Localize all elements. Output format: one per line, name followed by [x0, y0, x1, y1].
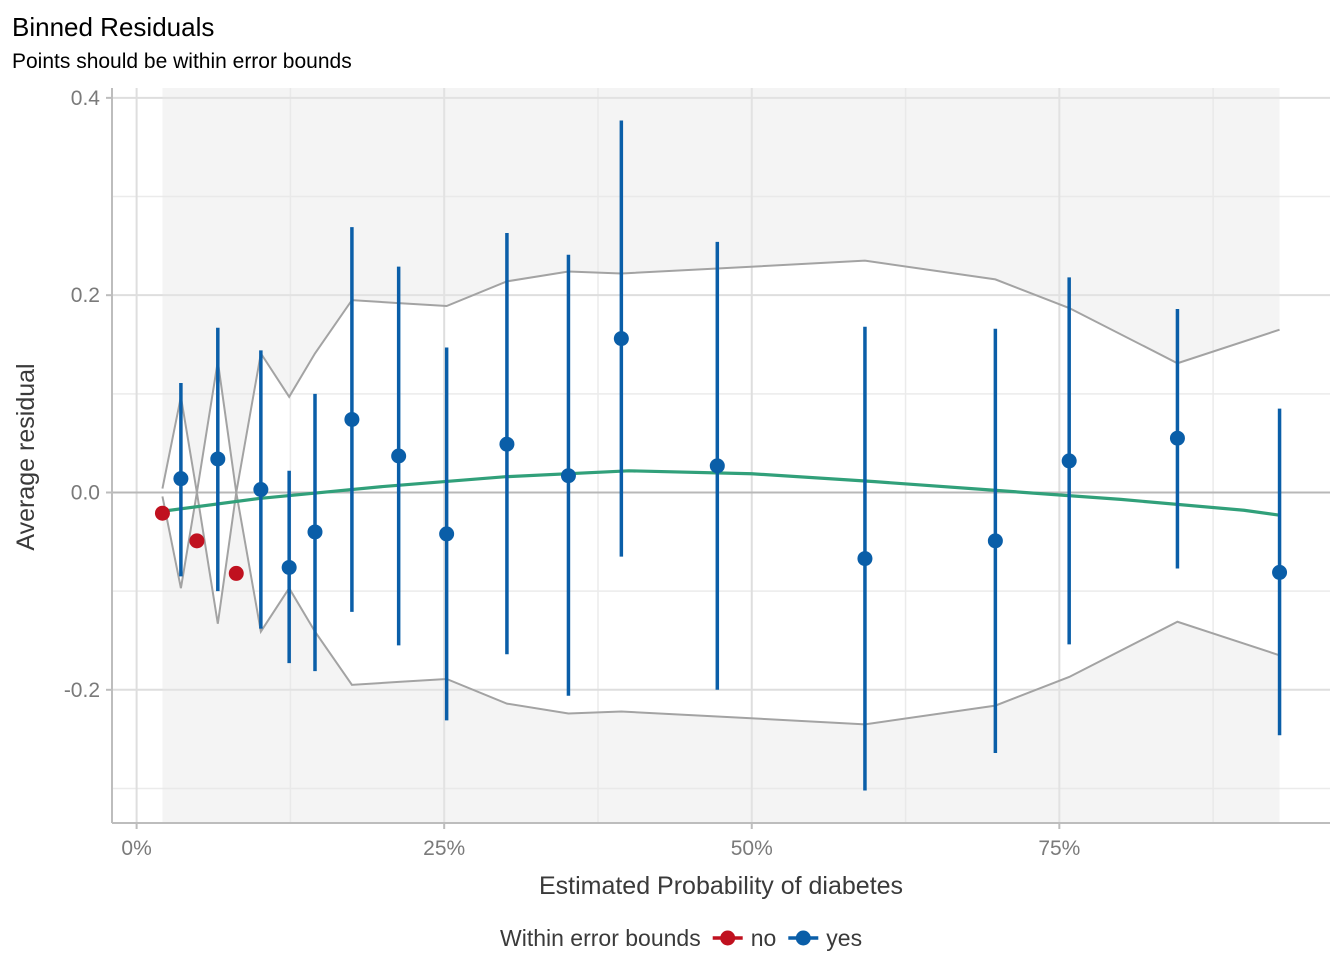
y-tick-label: -0.2 — [64, 679, 100, 702]
y-tick-label: 0.0 — [71, 481, 100, 504]
residual-point-yes — [281, 559, 297, 575]
residual-point-yes — [613, 331, 629, 347]
smooth-curve — [162, 469, 1280, 517]
legend-entries: no yes — [712, 925, 862, 951]
residual-point-yes — [344, 411, 360, 427]
legend-key-point-no — [720, 930, 736, 946]
smooth-line — [162, 469, 1280, 517]
residual-point-yes — [987, 533, 1003, 549]
residual-point-yes — [857, 551, 873, 567]
residual-point-yes — [1272, 564, 1288, 580]
chart-title: Binned Residuals — [12, 12, 214, 42]
upper-shaded-area — [162, 88, 1280, 493]
residual-point-yes — [1061, 453, 1077, 469]
residual-point-no — [154, 505, 170, 521]
residual-point-yes — [439, 526, 455, 542]
residual-point-no — [228, 565, 244, 581]
legend-label-yes: yes — [826, 925, 862, 951]
residual-point-yes — [210, 451, 226, 467]
upper-bound-line — [161, 259, 1280, 493]
residual-point-yes — [1169, 430, 1185, 446]
legend-key-point-yes — [795, 930, 811, 946]
chart-subtitle: Points should be within error bounds — [12, 50, 352, 73]
x-tick-label: 75% — [1038, 837, 1080, 860]
shaded-region — [162, 88, 1280, 823]
residual-point-yes — [499, 436, 515, 452]
residual-point-yes — [173, 471, 189, 487]
residual-point-yes — [253, 482, 269, 498]
x-axis-title: Estimated Probability of diabetes — [539, 872, 903, 900]
y-tick-label: 0.4 — [71, 87, 101, 110]
x-tick-label: 0% — [121, 837, 151, 860]
y-tick-label: 0.2 — [71, 284, 100, 307]
legend-title: Within error bounds — [500, 925, 701, 951]
residual-point-yes — [307, 524, 323, 540]
x-tick-label: 50% — [731, 837, 773, 860]
residual-point-yes — [391, 448, 407, 464]
lower-bound-line — [161, 492, 1280, 726]
y-axis-title: Average residual — [12, 363, 40, 550]
legend: Within error bounds no yes — [500, 925, 862, 951]
axes: 0% 25% 50% 75% -0.2 0.0 0.2 0.4 — [64, 87, 1330, 860]
error-bounds — [161, 259, 1280, 726]
residual-point-yes — [560, 468, 576, 484]
residual-point-yes — [709, 458, 725, 474]
plot-panel — [112, 88, 1330, 823]
legend-label-no: no — [751, 925, 777, 951]
x-tick-label: 25% — [423, 837, 465, 860]
lower-shaded-area — [162, 492, 1280, 823]
residual-point-no — [189, 533, 205, 549]
residual-points — [154, 331, 1288, 581]
